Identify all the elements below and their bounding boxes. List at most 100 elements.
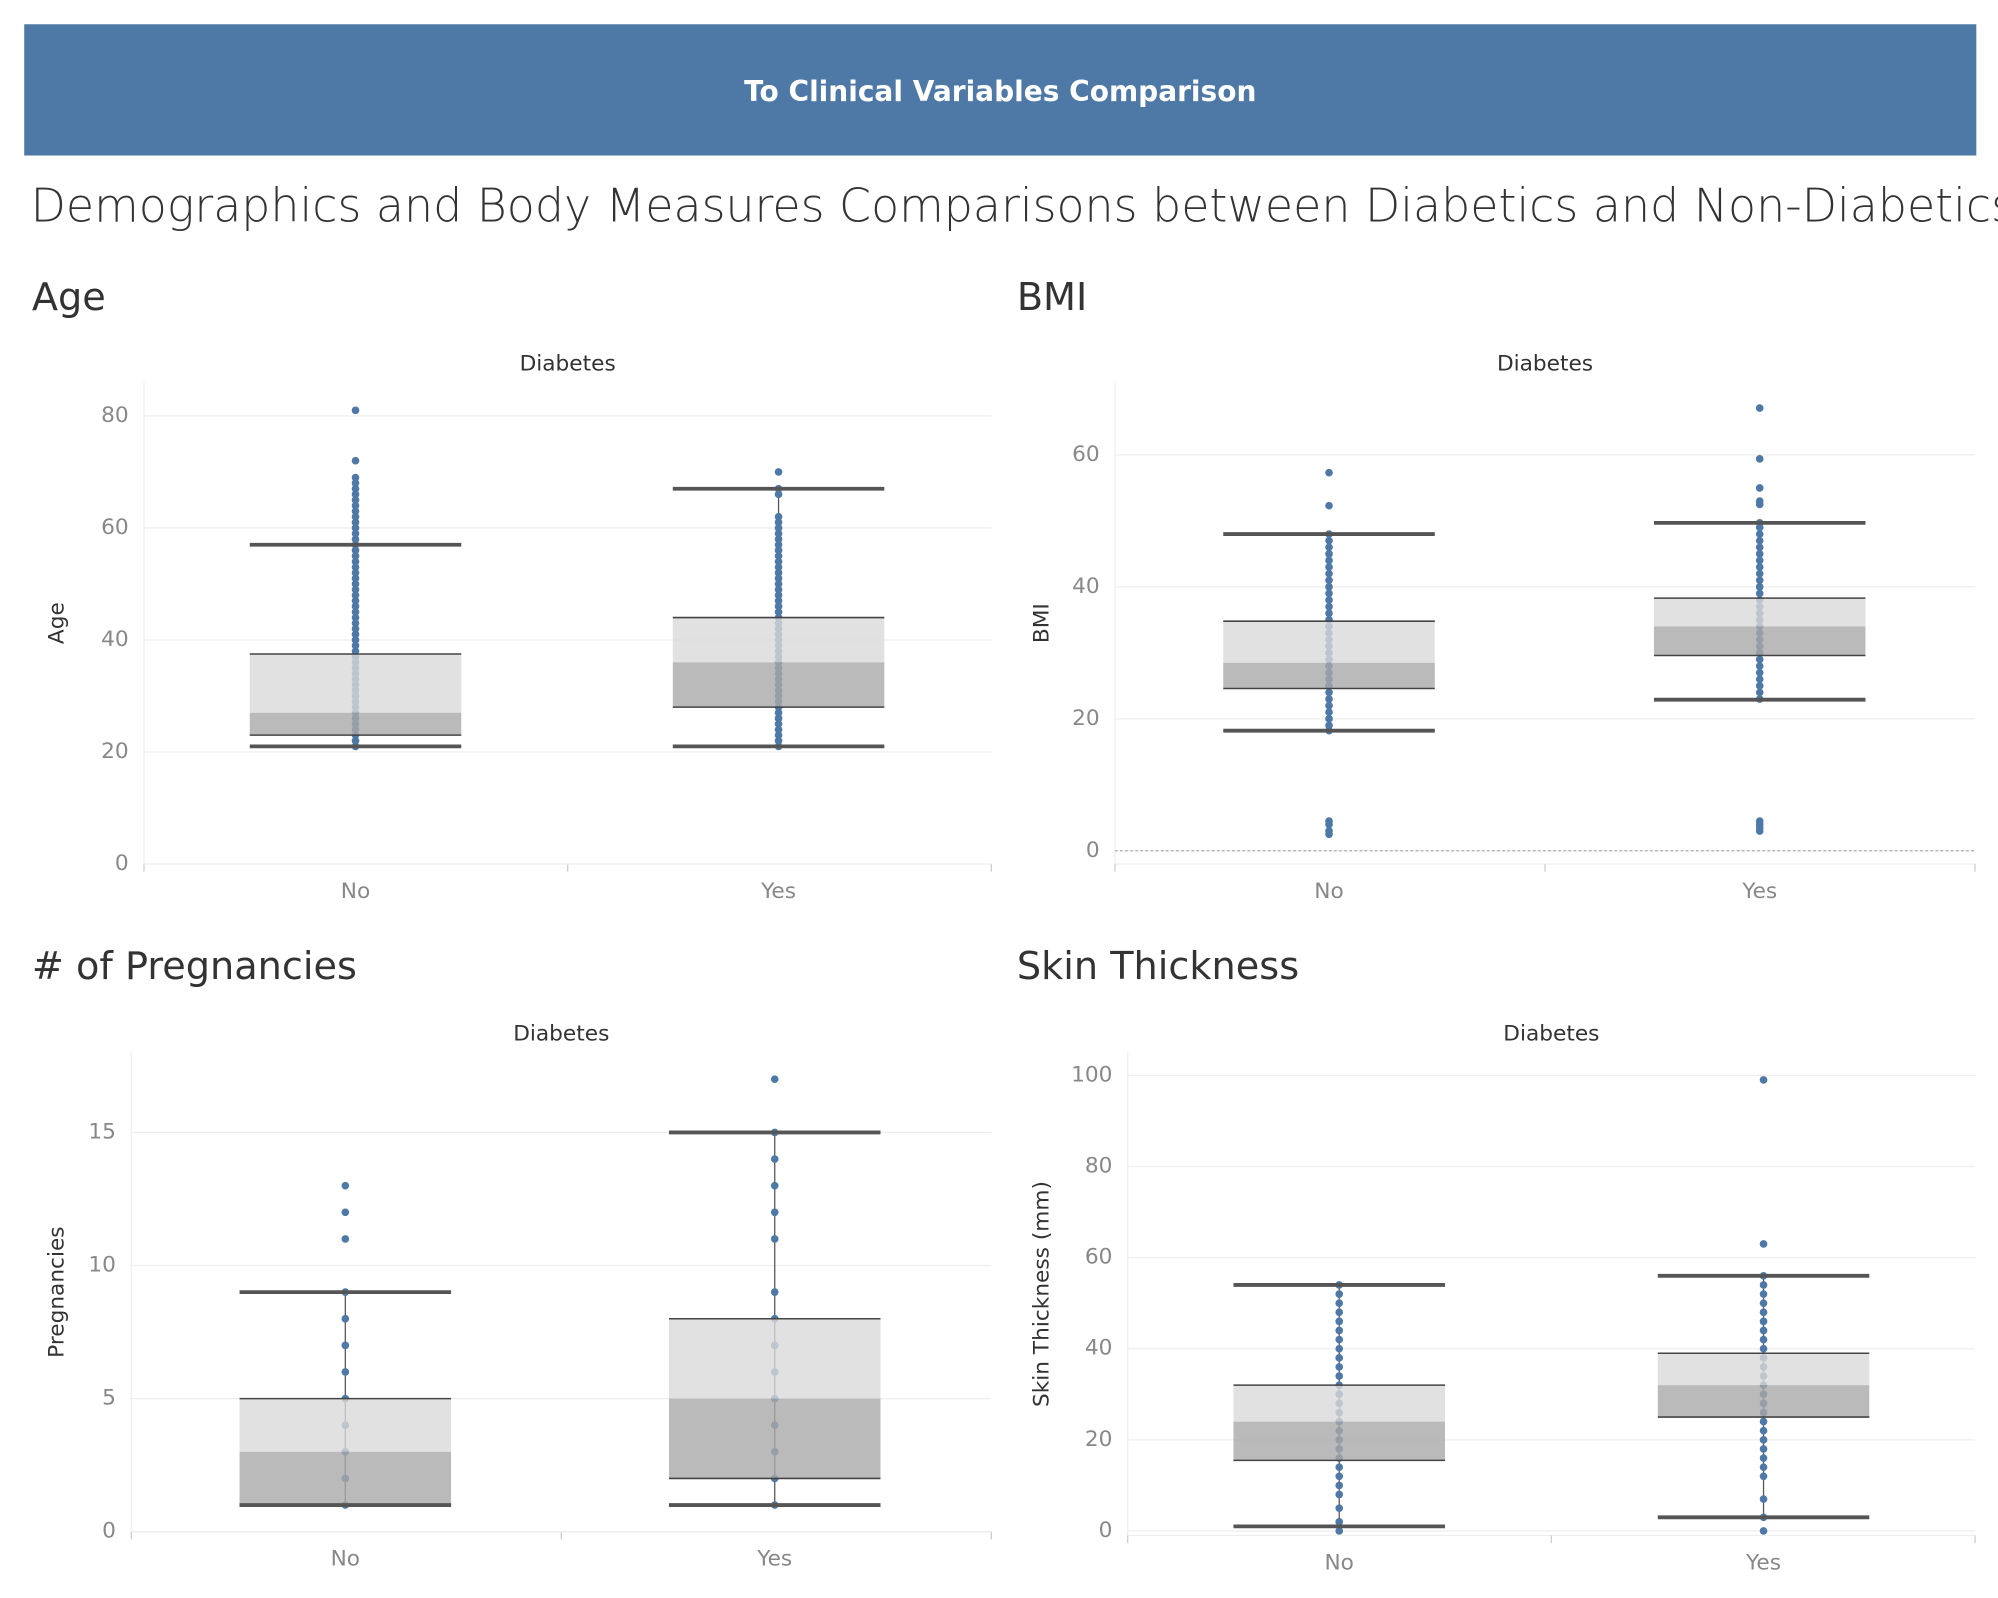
box-upper [1233, 1385, 1445, 1422]
data-point [1755, 688, 1764, 697]
data-point [1755, 675, 1764, 684]
data-point [1325, 721, 1333, 730]
data-point [1325, 589, 1333, 598]
data-point [774, 596, 783, 605]
data-point [774, 574, 783, 583]
data-point [1755, 569, 1764, 578]
data-point [351, 490, 360, 499]
data-point [1755, 455, 1764, 463]
data-point [1325, 827, 1333, 835]
data-point [774, 563, 783, 571]
nav-button[interactable]: To Clinical Variables Comparison [24, 24, 1977, 156]
data-point [1335, 1518, 1344, 1526]
data-point [1335, 1344, 1344, 1353]
y-axis-label: Skin Thickness (mm) [1029, 1181, 1054, 1407]
data-point [351, 546, 360, 555]
data-point [351, 591, 360, 599]
data-point [1335, 1490, 1344, 1499]
data-point [351, 619, 360, 627]
data-point [774, 512, 783, 521]
data-point [1759, 1445, 1768, 1453]
data-point [774, 468, 783, 476]
data-point [1755, 563, 1764, 571]
data-point [1759, 1317, 1768, 1326]
data-point [1755, 497, 1764, 505]
data-point [1335, 1463, 1344, 1471]
data-point [1325, 563, 1333, 571]
x-tick-label: No [341, 879, 370, 904]
data-point [1759, 1308, 1768, 1317]
x-tick-label: Yes [756, 1547, 792, 1572]
x-tick-label: Yes [1741, 879, 1777, 904]
data-point [1325, 569, 1333, 578]
data-point [351, 563, 360, 571]
data-point [1759, 1426, 1768, 1435]
box-upper [249, 653, 462, 713]
data-point [774, 736, 783, 745]
box-upper [1653, 598, 1866, 627]
data-point [341, 1208, 350, 1217]
y-tick-label: 80 [101, 403, 129, 428]
data-point [1755, 543, 1764, 552]
data-point [351, 406, 360, 415]
data-point [1759, 1076, 1768, 1084]
data-point [1325, 536, 1333, 545]
y-tick-label: 60 [1085, 1245, 1113, 1270]
data-point [1325, 817, 1333, 825]
y-tick-label: 0 [1099, 1518, 1113, 1543]
data-point [1759, 1290, 1768, 1298]
data-point [774, 585, 783, 594]
data-point [770, 1288, 779, 1296]
data-point [1325, 550, 1333, 558]
box-upper [1657, 1353, 1870, 1386]
data-point [774, 591, 783, 599]
data-point [1325, 701, 1333, 710]
data-point [351, 602, 360, 611]
box-lower [239, 1451, 452, 1506]
data-point [1755, 817, 1764, 825]
data-point [1759, 1463, 1768, 1471]
data-point [351, 641, 360, 650]
data-point [351, 557, 360, 566]
nav-button-label[interactable]: To Clinical Variables Comparison [744, 75, 1256, 108]
nav-button-bg[interactable] [24, 24, 1977, 156]
data-point [1759, 1527, 1768, 1535]
data-point [1325, 695, 1333, 703]
data-point [774, 557, 783, 566]
y-tick-label: 100 [1071, 1062, 1112, 1087]
data-point [1755, 550, 1764, 558]
y-tick-label: 40 [1085, 1336, 1113, 1361]
y-axis-label: Age [44, 602, 69, 644]
data-point [1759, 1417, 1768, 1426]
data-point [774, 731, 783, 739]
data-point [1325, 715, 1333, 723]
data-point [1759, 1495, 1768, 1503]
data-point [1759, 1299, 1768, 1307]
panel-title: BMI [1017, 276, 1087, 320]
y-tick-label: 15 [88, 1119, 116, 1144]
data-point [770, 1075, 779, 1084]
data-point [351, 535, 360, 543]
data-point [1325, 708, 1333, 717]
data-point [351, 613, 360, 622]
data-point [351, 484, 360, 493]
data-point [1755, 530, 1764, 538]
data-point [1755, 662, 1764, 670]
data-point [351, 552, 360, 560]
y-tick-label: 0 [102, 1519, 116, 1544]
data-point [351, 496, 360, 504]
data-point [770, 1155, 779, 1163]
data-point [341, 1368, 350, 1376]
data-point [1335, 1354, 1344, 1362]
data-point [1335, 1372, 1344, 1380]
data-point [1755, 668, 1764, 677]
data-point [1755, 583, 1764, 591]
x-tick-label: No [331, 1547, 360, 1572]
box-lower [672, 662, 885, 708]
data-point [351, 456, 360, 465]
y-tick-label: 60 [101, 515, 129, 540]
y-tick-label: 60 [1072, 442, 1100, 467]
y-tick-label: 0 [115, 851, 129, 876]
data-point [341, 1181, 350, 1190]
